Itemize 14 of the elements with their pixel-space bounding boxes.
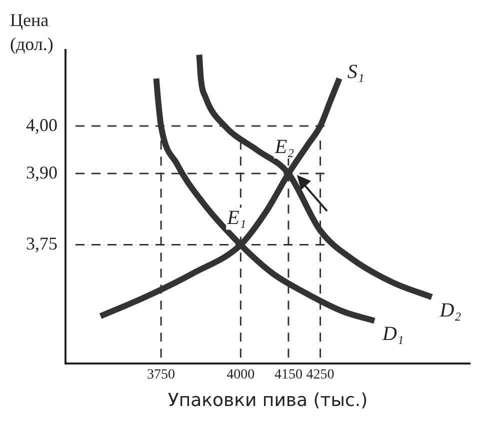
x-tick-label: 4250	[306, 368, 334, 383]
annotation: D₂	[438, 299, 462, 322]
y-tick-label: 4,00	[26, 114, 58, 135]
y-axis-title: Цена (дол.)	[10, 9, 54, 56]
annotation: D₁	[381, 323, 404, 346]
y-tick-label: 3,75	[26, 234, 58, 254]
annotation: E₁	[226, 207, 246, 230]
x-tick-label: 4150	[274, 368, 302, 383]
x-tick-label: 3750	[147, 368, 176, 383]
x-tick-label: 4000	[226, 368, 255, 383]
annotation: E₂	[274, 136, 294, 158]
annotation: S₁	[347, 60, 364, 83]
x-axis-title: Упаковки пива (тыс.)	[168, 390, 368, 411]
y-tick-label: 3,90	[26, 162, 58, 182]
